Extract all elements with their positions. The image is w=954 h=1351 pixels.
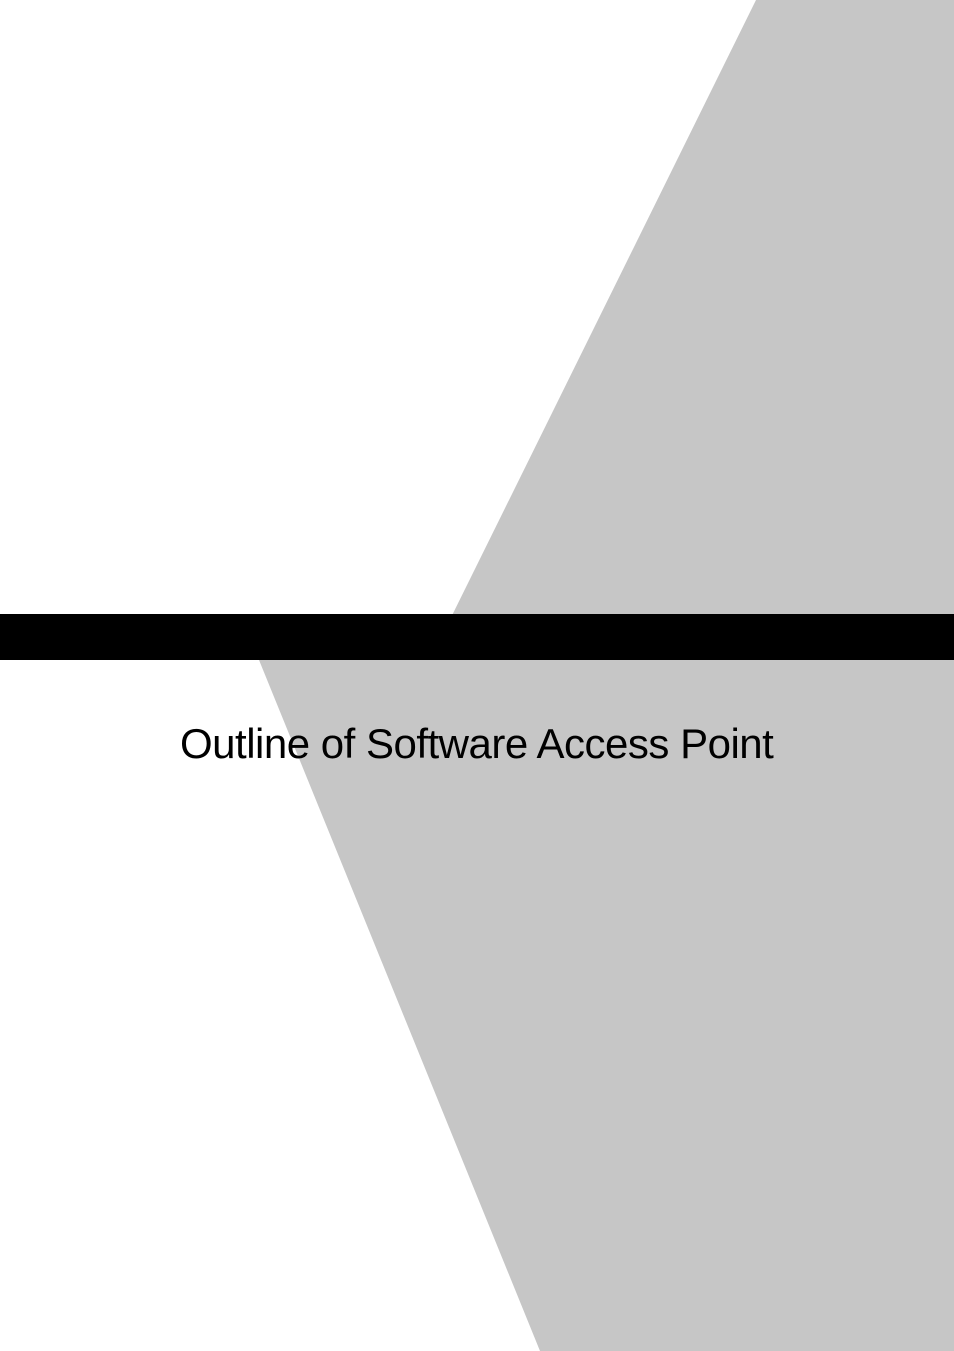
cover-title: Outline of Software Access Point <box>180 720 773 768</box>
horizontal-black-bar <box>0 614 954 660</box>
diagonal-background-shape <box>0 0 954 1351</box>
diagonal-polygon <box>259 0 954 1351</box>
